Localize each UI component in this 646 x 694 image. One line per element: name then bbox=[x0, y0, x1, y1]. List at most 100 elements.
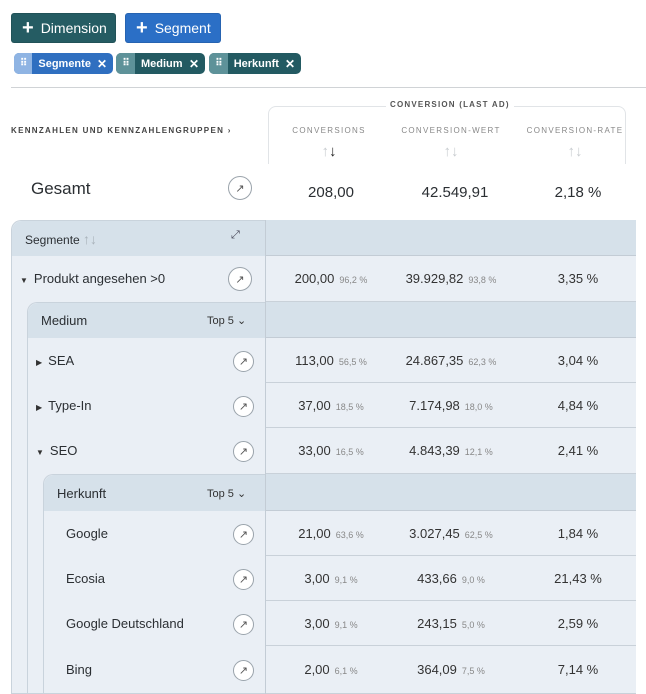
total-conversions: 208,00 bbox=[308, 184, 354, 201]
dimension-label: Dimension bbox=[40, 20, 107, 36]
sort-icon[interactable]: ↑↓ bbox=[83, 231, 98, 247]
cell-conv: 200,00 96,2 % bbox=[295, 271, 368, 286]
add-dimension-button[interactable]: + Dimension bbox=[11, 13, 116, 43]
chevron-down-icon: ⌄ bbox=[236, 488, 247, 500]
table-row bbox=[266, 601, 636, 646]
cell-wert: 39.929,82 93,8 % bbox=[406, 271, 497, 286]
cell-conv: 33,00 16,5 % bbox=[298, 443, 364, 458]
cell-share: 18,0 % bbox=[464, 401, 493, 412]
plus-icon: + bbox=[136, 17, 148, 39]
cell-value: 37,00 bbox=[298, 397, 331, 413]
trend-icon[interactable]: ↗ bbox=[233, 660, 254, 681]
trend-icon[interactable]: ↗ bbox=[233, 568, 254, 590]
collapse-triangle-icon[interactable]: ▼ bbox=[36, 448, 44, 457]
row-label[interactable]: ▼ Produkt angesehen >0 bbox=[20, 271, 165, 286]
cell-value: 3,35 % bbox=[557, 271, 599, 286]
cell-share: 63,6 % bbox=[335, 529, 364, 540]
column-header-conversion-wert[interactable]: CONVERSION-WERT bbox=[401, 126, 501, 135]
cell-value: 113,00 bbox=[295, 352, 334, 368]
cell-rate: 2,41 % bbox=[558, 443, 598, 458]
divider bbox=[11, 87, 646, 88]
metrics-link[interactable]: KENNZAHLEN UND KENNZAHLENGRUPPEN › bbox=[11, 126, 232, 135]
column-divider bbox=[265, 220, 266, 694]
cell-value: 3,04 % bbox=[557, 352, 599, 368]
cell-value: 433,66 bbox=[417, 570, 457, 586]
medium-header-row bbox=[266, 302, 636, 338]
cell-rate: 4,84 % bbox=[558, 398, 598, 413]
close-icon[interactable]: ✕ bbox=[284, 56, 295, 71]
segments-header bbox=[12, 221, 265, 256]
cell-conv: 2,00 6,1 % bbox=[304, 662, 357, 677]
sort-icon[interactable]: ↑↓ bbox=[443, 143, 459, 160]
add-segment-button[interactable]: + Segment bbox=[125, 13, 221, 43]
row-label[interactable]: ▶ Type-In bbox=[36, 398, 92, 413]
cell-value: 200,00 bbox=[294, 271, 335, 286]
herkunft-header-label: Herkunft bbox=[57, 486, 107, 501]
cell-share: 9,1 % bbox=[334, 619, 358, 630]
trend-icon[interactable]: ↗ bbox=[228, 267, 252, 291]
chip-medium[interactable]: ⠿ Medium ✕ bbox=[116, 53, 205, 74]
column-header-conversion-rate[interactable]: CONVERSION-RATE bbox=[526, 126, 624, 135]
cell-value: 243,15 bbox=[417, 615, 457, 631]
table-row bbox=[266, 256, 636, 302]
cell-value: 7.174,98 bbox=[409, 397, 460, 413]
cell-share: 62,3 % bbox=[468, 356, 497, 367]
cell-rate: 2,59 % bbox=[558, 616, 598, 631]
cell-rate: 7,14 % bbox=[558, 662, 598, 677]
cell-value: 3,00 bbox=[304, 570, 330, 586]
metric-group-title: CONVERSION (LAST AD) bbox=[386, 100, 514, 109]
collapse-triangle-icon[interactable]: ▼ bbox=[20, 276, 28, 285]
row-label[interactable]: ▶ SEA bbox=[36, 353, 74, 368]
chip-label: Segmente bbox=[38, 57, 91, 70]
expand-triangle-icon[interactable]: ▶ bbox=[36, 402, 43, 412]
trend-icon[interactable]: ↗ bbox=[233, 613, 254, 635]
table-row bbox=[266, 338, 636, 383]
trend-icon[interactable]: ↗ bbox=[233, 395, 254, 417]
cell-share: 96,2 % bbox=[339, 275, 368, 285]
cell-conv: 3,00 9,1 % bbox=[304, 571, 357, 586]
chip-segmente[interactable]: ⠿ Segmente ✕ bbox=[14, 53, 113, 74]
cell-share: 62,5 % bbox=[464, 529, 493, 540]
expand-triangle-icon[interactable]: ▶ bbox=[36, 357, 43, 367]
table-row bbox=[266, 556, 636, 601]
row-label[interactable]: ▼ SEO bbox=[36, 443, 77, 458]
close-icon[interactable]: ✕ bbox=[96, 56, 107, 71]
column-header-conversions[interactable]: CONVERSIONS bbox=[292, 126, 366, 135]
cell-value: 24.867,35 bbox=[405, 352, 464, 368]
cell-conv: 37,00 18,5 % bbox=[298, 398, 364, 413]
cell-value: 4.843,39 bbox=[409, 443, 460, 458]
expand-icon[interactable]: ⤢ bbox=[231, 229, 240, 241]
top-n-dropdown[interactable]: Top 5 ⌄ bbox=[207, 315, 247, 327]
cell-share: 93,8 % bbox=[468, 275, 497, 285]
herkunft-header-row bbox=[266, 474, 636, 511]
row-label-text: Produkt angesehen >0 bbox=[33, 271, 166, 286]
sort-desc-icon[interactable]: ↑↓ bbox=[321, 143, 337, 160]
cell-rate: 1,84 % bbox=[558, 526, 598, 541]
cell-share: 7,5 % bbox=[461, 666, 485, 676]
trend-icon[interactable]: ↗ bbox=[228, 176, 252, 200]
top-n-dropdown[interactable]: Top 5 ⌄ bbox=[207, 488, 247, 500]
row-label-text: Google bbox=[66, 525, 108, 541]
herkunft-header bbox=[44, 475, 265, 511]
cell-rate: 3,35 % bbox=[558, 271, 598, 286]
chip-herkunft[interactable]: ⠿ Herkunft ✕ bbox=[209, 53, 301, 74]
trend-icon[interactable]: ↗ bbox=[233, 523, 254, 545]
chevron-down-icon: ⌄ bbox=[236, 315, 247, 327]
segments-header-row bbox=[266, 220, 636, 256]
total-label: Gesamt bbox=[31, 179, 91, 198]
cell-value: 21,00 bbox=[298, 525, 331, 541]
cell-value: 1,84 % bbox=[557, 525, 599, 541]
trend-icon[interactable]: ↗ bbox=[233, 441, 254, 462]
row-label: Ecosia bbox=[66, 571, 105, 586]
cell-value: 3.027,45 bbox=[409, 525, 460, 541]
cell-share: 5,0 % bbox=[461, 619, 485, 630]
trend-icon[interactable]: ↗ bbox=[233, 350, 254, 372]
drag-handle-icon[interactable]: ⠿ bbox=[116, 53, 135, 74]
drag-handle-icon[interactable]: ⠿ bbox=[209, 53, 228, 74]
cell-wert: 7.174,98 18,0 % bbox=[409, 398, 493, 413]
cell-rate: 3,04 % bbox=[558, 353, 598, 368]
sort-icon[interactable]: ↑↓ bbox=[567, 143, 583, 160]
drag-handle-icon[interactable]: ⠿ bbox=[14, 53, 33, 74]
table-row bbox=[266, 511, 636, 556]
close-icon[interactable]: ✕ bbox=[188, 56, 199, 71]
